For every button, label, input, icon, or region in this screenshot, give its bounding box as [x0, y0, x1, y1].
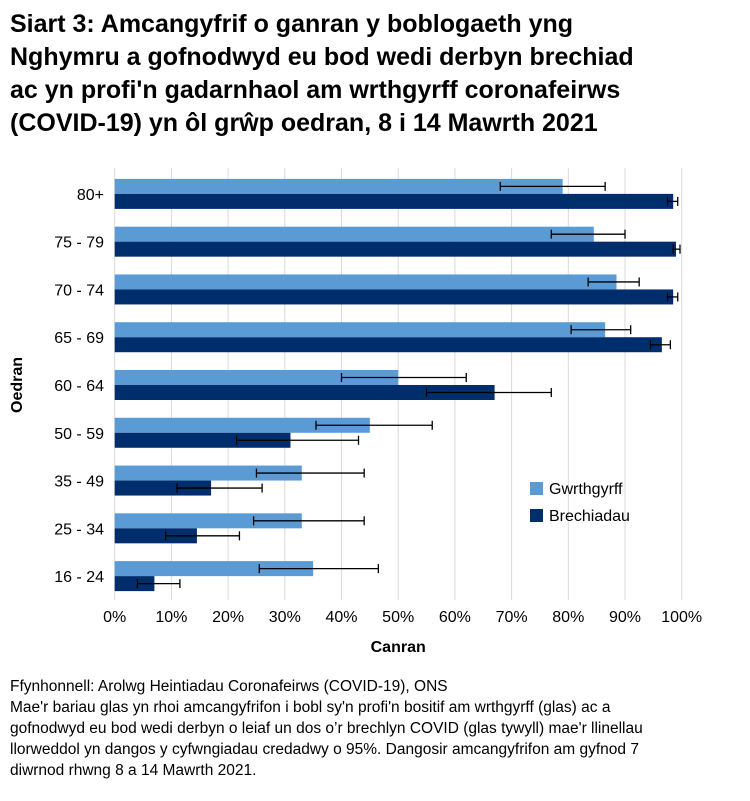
error-bar	[499, 181, 606, 191]
y-category-label: 65 - 69	[54, 330, 104, 347]
y-category-label: 50 - 59	[54, 426, 104, 443]
legend-swatch-brechiadau	[530, 509, 543, 522]
title-line: Nghymru a gofnodwyd eu bod wedi derbyn b…	[10, 43, 634, 71]
error-bar	[340, 373, 467, 382]
error-bar	[258, 564, 380, 574]
error-bar	[315, 420, 433, 430]
note-line: diwrnod rhwng 8 a 14 Mawrth 2021.	[10, 762, 257, 779]
x-tick-label: 70%	[496, 609, 528, 626]
title-line: ac yn profi'n gadarnhaol am wrthgyrff co…	[10, 76, 621, 104]
x-tick-label: 80%	[552, 609, 584, 626]
bar-antibodies	[114, 513, 302, 529]
legend-label-gwrthgyrff: Gwrthgyrff	[549, 481, 623, 498]
note-line: llorweddol yn dangos y cyfwngiadau creda…	[10, 741, 639, 758]
bar-vaccinations	[114, 480, 212, 496]
title-line: Siart 3: Amcangyfrif o ganran y boblogae…	[10, 10, 574, 38]
chart-title: Siart 3: Amcangyfrif o ganran y boblogae…	[10, 8, 730, 140]
x-axis-title: Canran	[371, 639, 426, 656]
y-category-label: 80+	[77, 187, 104, 204]
x-tick-label: 30%	[269, 609, 301, 626]
error-bar	[666, 196, 679, 206]
error-bar	[165, 531, 241, 541]
error-bar	[666, 292, 679, 302]
methodology-note: Mae'r bariau glas yn rhoi amcangyfrifon …	[10, 697, 745, 781]
bar-vaccinations	[114, 576, 155, 592]
bar-antibodies	[114, 370, 399, 385]
y-category-label: 16 - 24	[54, 569, 104, 586]
y-category-label: 25 - 34	[54, 521, 104, 538]
bar-vaccinations	[114, 432, 291, 448]
error-bar	[570, 325, 632, 335]
error-bar	[252, 516, 365, 526]
error-bar	[425, 388, 552, 397]
bar-antibodies	[114, 226, 594, 242]
y-category-label: 70 - 74	[54, 282, 104, 299]
error-bar	[672, 244, 681, 254]
bar-vaccinations	[114, 385, 495, 400]
y-axis-title: Oedran	[9, 357, 26, 413]
bar-vaccinations	[114, 193, 674, 209]
error-bar	[136, 579, 181, 589]
x-tick-label: 60%	[439, 609, 471, 626]
bar-antibodies	[114, 274, 617, 290]
bar-antibodies	[114, 561, 314, 577]
bar-vaccinations	[114, 241, 677, 257]
error-bar	[550, 229, 626, 239]
note-line: gofnodwyd eu bod wedi derbyn o leiaf un …	[10, 720, 643, 737]
title-line: (COVID-19) yn ôl grŵp oedran, 8 i 14 Maw…	[10, 109, 598, 137]
y-category-label: 75 - 79	[54, 235, 104, 252]
bar-vaccinations	[114, 337, 662, 353]
bar-vaccinations	[114, 528, 197, 544]
legend-label-brechiadau: Brechiadau	[549, 508, 630, 525]
y-category-label: 60 - 64	[54, 378, 104, 395]
y-category-label: 35 - 49	[54, 474, 104, 491]
bar-vaccinations	[114, 289, 674, 305]
bar-antibodies	[114, 417, 370, 433]
bar-antibodies	[114, 178, 563, 194]
legend-swatch-gwrthgyrff	[530, 482, 543, 495]
error-bar	[235, 435, 360, 445]
source-note: Ffynhonnell: Arolwg Heintiadau Coronafei…	[10, 678, 448, 695]
x-tick-label: 10%	[155, 609, 187, 626]
x-tick-label: 100%	[661, 609, 702, 626]
error-bar	[176, 483, 263, 493]
error-bar	[649, 340, 672, 350]
note-line: Mae'r bariau glas yn rhoi amcangyfrifon …	[10, 699, 611, 716]
x-tick-label: 0%	[103, 609, 126, 626]
x-tick-label: 40%	[325, 609, 357, 626]
error-bar	[255, 468, 365, 478]
x-tick-label: 50%	[382, 609, 414, 626]
chart-area: 0% 10% 20% 30% 40% 50% 60% 70% 80% 90% 100% 80+ 75 -…	[0, 160, 750, 672]
x-tick-label: 90%	[609, 609, 641, 626]
x-tick-label: 20%	[212, 609, 244, 626]
error-bar	[587, 277, 640, 287]
bar-antibodies	[114, 465, 302, 481]
chart-footer: Ffynhonnell: Arolwg Heintiadau Coronafei…	[10, 676, 745, 781]
bar-antibodies	[114, 322, 606, 338]
chart-svg: 0% 10% 20% 30% 40% 50% 60% 70% 80% 90% 100% 80+ 75 -…	[9, 168, 702, 656]
